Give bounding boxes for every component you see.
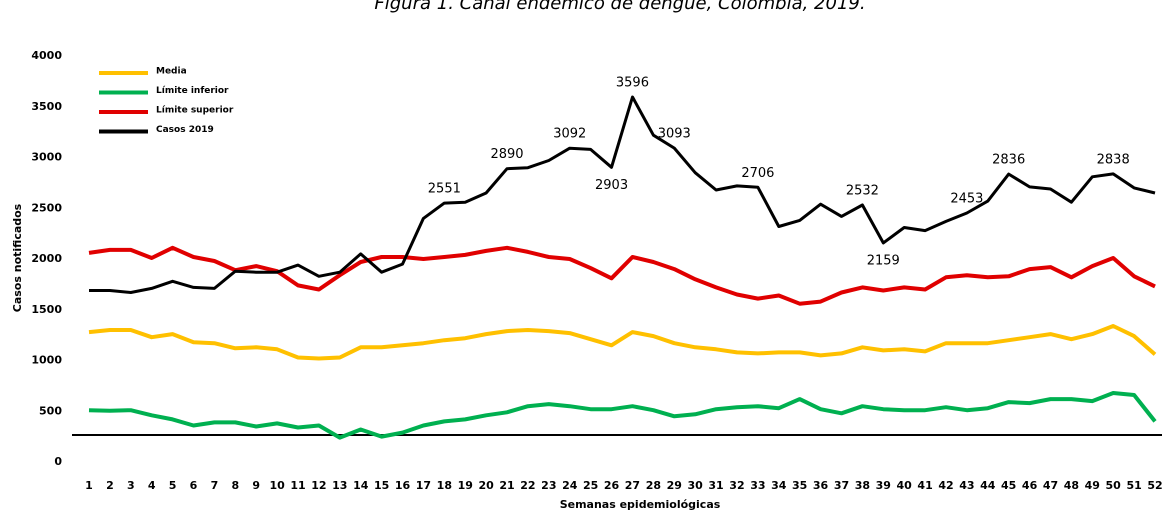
x-tick-label: 48 <box>1064 479 1079 492</box>
x-tick-label: 4 <box>148 479 156 492</box>
chart-title: Figura 1. Canal endémico de dengue, Colo… <box>374 0 865 14</box>
x-tick-label: 25 <box>583 479 598 492</box>
x-tick-label: 3 <box>127 479 135 492</box>
x-tick-label: 20 <box>478 479 494 492</box>
series-line <box>88 245 1156 306</box>
y-tick-label: 500 <box>39 404 62 417</box>
x-tick-label: 13 <box>332 479 347 492</box>
x-tick-label: 8 <box>231 479 239 492</box>
x-tick-label: 45 <box>1001 479 1016 492</box>
x-tick-label: 47 <box>1043 479 1058 492</box>
y-tick-label: 1000 <box>31 354 62 367</box>
x-tick-label: 38 <box>855 479 870 492</box>
x-tick-label: 6 <box>190 479 198 492</box>
data-label: 2551 <box>428 182 461 197</box>
x-tick-label: 31 <box>708 479 723 492</box>
x-tick-label: 5 <box>169 479 177 492</box>
x-tick-label: 17 <box>416 479 431 492</box>
x-tick-label: 14 <box>353 479 369 492</box>
x-tick-label: 30 <box>688 479 704 492</box>
x-tick-label: 35 <box>792 479 807 492</box>
x-tick-label: 37 <box>834 479 849 492</box>
y-tick-label: 3000 <box>31 151 62 164</box>
x-tick-label: 40 <box>897 479 913 492</box>
x-tick-label: 42 <box>938 479 953 492</box>
x-tick-label: 32 <box>729 479 744 492</box>
y-axis-title: Casos notificados <box>11 203 24 312</box>
y-tick-label: 0 <box>54 455 62 468</box>
data-label: 2890 <box>490 147 523 162</box>
x-tick-label: 34 <box>771 479 787 492</box>
data-label: 2159 <box>867 253 900 268</box>
x-tick-label: 24 <box>562 479 578 492</box>
series-line <box>88 324 1157 361</box>
x-tick-label: 2 <box>106 479 114 492</box>
data-label: 3092 <box>553 127 586 142</box>
x-tick-label: 16 <box>395 479 411 492</box>
x-tick-label: 43 <box>959 479 974 492</box>
y-tick-label: 3500 <box>31 100 62 113</box>
legend-label: Límite inferior <box>156 86 229 96</box>
x-tick-label: 50 <box>1106 479 1122 492</box>
x-tick-label: 49 <box>1085 479 1100 492</box>
x-tick-label: 29 <box>667 479 682 492</box>
data-label: 3093 <box>658 127 691 142</box>
x-tick-label: 41 <box>917 479 932 492</box>
x-tick-label: 1 <box>85 479 93 492</box>
x-axis-title: Semanas epidemiológicas <box>560 498 721 511</box>
data-label: 2706 <box>741 166 774 181</box>
x-tick-label: 22 <box>520 479 535 492</box>
data-label: 2903 <box>595 178 628 193</box>
x-tick-label: 10 <box>269 479 285 492</box>
x-tick-label: 9 <box>252 479 260 492</box>
x-tick-label: 27 <box>625 479 640 492</box>
x-tick-label: 15 <box>374 479 389 492</box>
data-label: 3596 <box>616 76 649 91</box>
x-tick-label: 11 <box>290 479 305 492</box>
data-label: 2838 <box>1097 152 1130 167</box>
data-label: 2453 <box>950 192 983 207</box>
y-tick-label: 2500 <box>31 201 62 214</box>
data-label: 2532 <box>846 184 879 199</box>
x-tick-label: 51 <box>1126 479 1141 492</box>
x-tick-label: 19 <box>458 479 473 492</box>
legend-label: Media <box>156 67 187 77</box>
x-tick-label: 28 <box>646 479 661 492</box>
y-tick-label: 4000 <box>31 49 62 62</box>
data-label: 2836 <box>992 153 1025 168</box>
x-tick-label: 44 <box>980 479 996 492</box>
x-tick-label: 52 <box>1147 479 1162 492</box>
legend-label: Límite superior <box>156 106 234 116</box>
x-tick-label: 39 <box>876 479 891 492</box>
x-tick-label: 36 <box>813 479 829 492</box>
x-tick-label: 23 <box>541 479 556 492</box>
y-tick-label: 2000 <box>31 252 62 265</box>
x-tick-label: 7 <box>211 479 219 492</box>
x-tick-label: 18 <box>437 479 452 492</box>
x-tick-label: 26 <box>604 479 620 492</box>
series-line <box>88 391 1157 440</box>
legend-label: Casos 2019 <box>156 125 214 135</box>
x-tick-label: 21 <box>499 479 514 492</box>
x-tick-label: 12 <box>311 479 326 492</box>
y-tick-label: 1500 <box>31 303 62 316</box>
series-line <box>89 95 1156 294</box>
x-tick-label: 46 <box>1022 479 1038 492</box>
x-tick-label: 33 <box>750 479 765 492</box>
